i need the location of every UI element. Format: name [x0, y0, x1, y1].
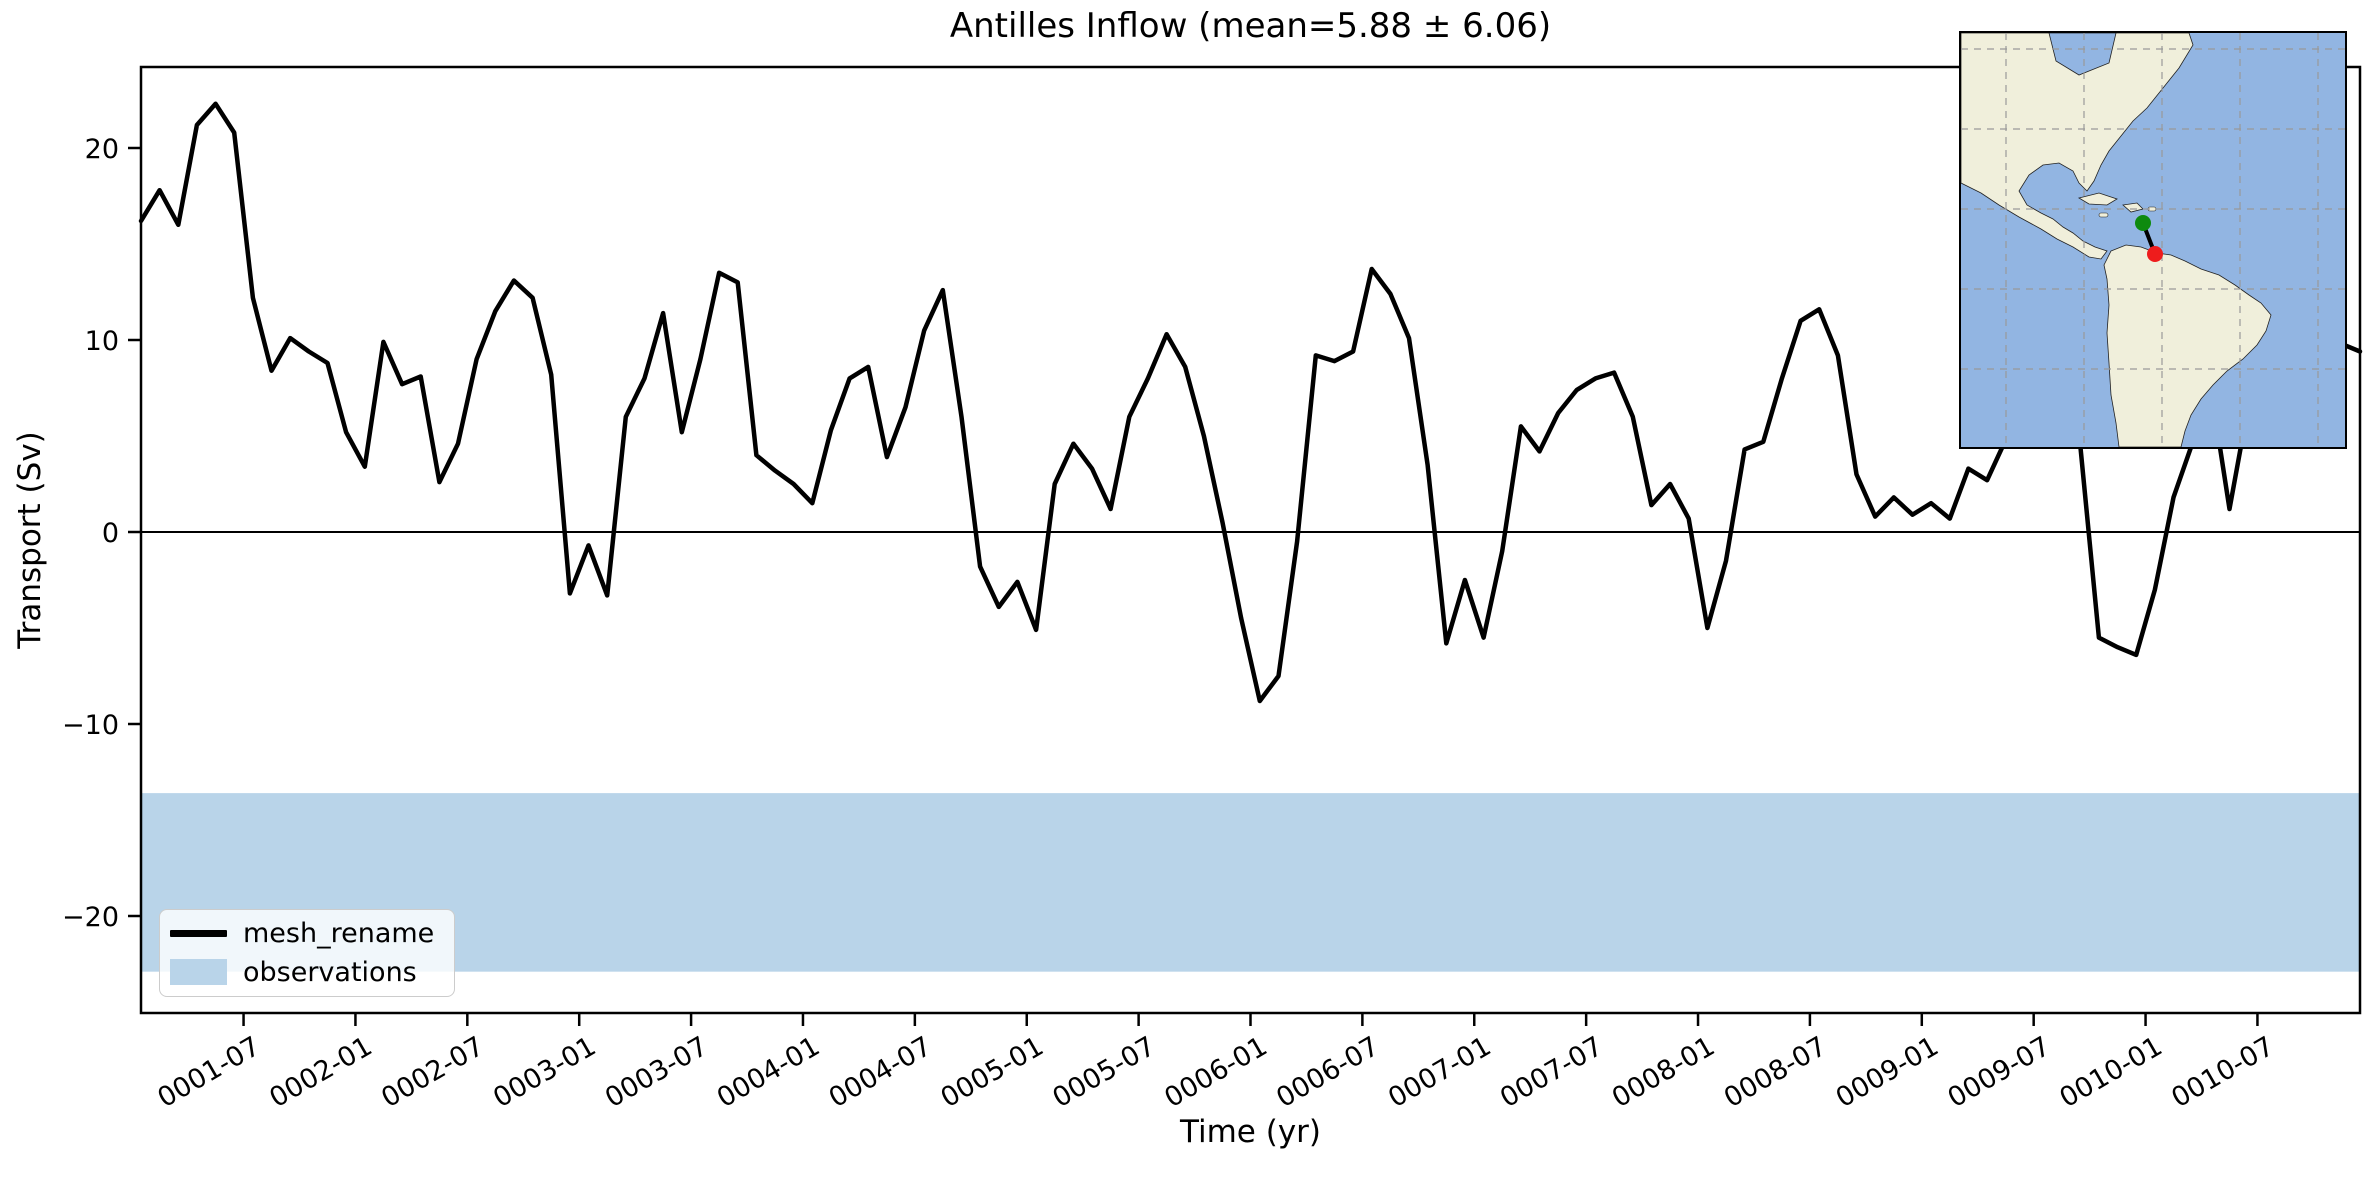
- south-america-landmass: [2103, 244, 2272, 447]
- x-axis-label: Time (yr): [1180, 1114, 1321, 1150]
- x-tick-label: 0001-07: [152, 1031, 265, 1114]
- series-mesh-rename: [138, 101, 2363, 704]
- legend-label: mesh_rename: [243, 918, 435, 950]
- y-tick-label: −10: [62, 710, 119, 741]
- jamaica-island: [2098, 212, 2109, 218]
- x-tick-label: 0006-01: [1159, 1031, 1272, 1114]
- x-tick-label: 0009-07: [1943, 1031, 2056, 1114]
- y-tick-label: 10: [85, 326, 119, 357]
- section-end-marker: [2147, 246, 2163, 262]
- y-tick-label: 0: [102, 518, 119, 549]
- x-tick-label: 0004-01: [712, 1031, 825, 1114]
- x-tick-label: 0008-07: [1719, 1031, 1832, 1114]
- x-tick-label: 0003-07: [600, 1031, 713, 1114]
- x-tick-label: 0010-01: [2054, 1031, 2167, 1114]
- legend-label: observations: [243, 956, 417, 988]
- locator-map-inset: [1959, 31, 2347, 449]
- x-tick-label: 0002-07: [376, 1031, 489, 1114]
- x-tick-label: 0005-01: [936, 1031, 1049, 1114]
- y-tick-label: −20: [62, 902, 119, 933]
- section-start-marker: [2135, 215, 2151, 231]
- observations-band: [141, 793, 2360, 972]
- x-tick-label: 0007-07: [1495, 1031, 1608, 1114]
- x-tick-label: 0008-01: [1607, 1031, 1720, 1114]
- chart-title: Antilles Inflow (mean=5.88 ± 6.06): [949, 6, 1552, 46]
- y-axis-label: Transport (Sv): [12, 431, 48, 649]
- cuba-island: [2077, 192, 2118, 206]
- legend-item-observations: observations: [170, 953, 444, 991]
- x-tick-label: 0002-01: [264, 1031, 377, 1114]
- x-tick-label: 0004-07: [824, 1031, 937, 1114]
- legend-item-mesh-rename: mesh_rename: [170, 915, 444, 953]
- x-tick-label: 0009-01: [1831, 1031, 1944, 1114]
- line-swatch-icon: [170, 930, 227, 938]
- x-tick-label: 0007-01: [1383, 1031, 1496, 1114]
- x-tick-label: 0003-01: [488, 1031, 601, 1114]
- x-tick-label: 0006-07: [1271, 1031, 1384, 1114]
- x-tick-label: 0005-07: [1048, 1031, 1161, 1114]
- hudson-bay: [2048, 33, 2117, 76]
- y-tick-label: 20: [85, 134, 119, 165]
- north-america-landmass: [1961, 33, 2194, 260]
- x-tick-label: 0010-07: [2166, 1031, 2279, 1114]
- legend: mesh_rename observations: [159, 909, 455, 997]
- patch-swatch-icon: [170, 959, 227, 986]
